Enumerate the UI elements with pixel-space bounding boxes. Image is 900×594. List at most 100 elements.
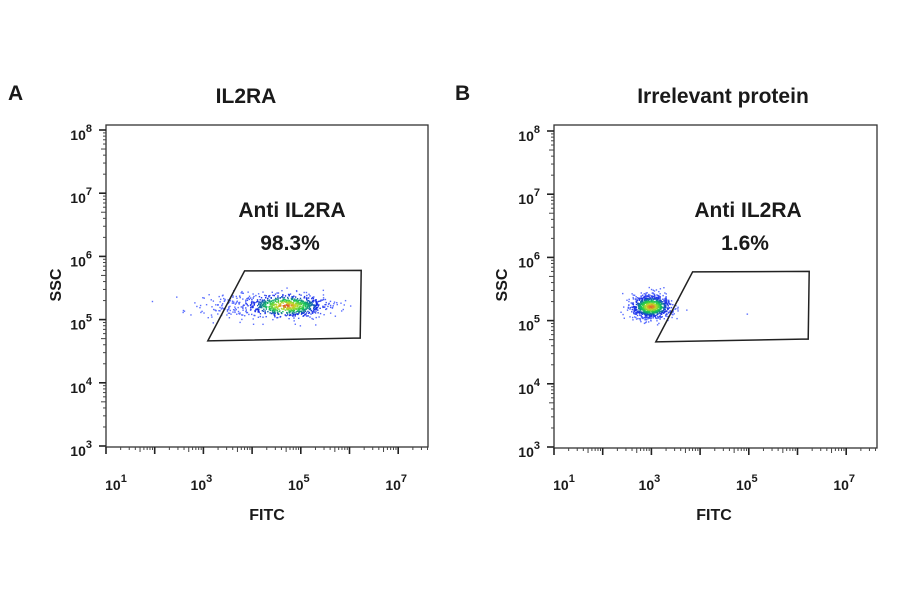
data-point xyxy=(293,307,296,309)
data-point xyxy=(261,306,263,308)
data-point xyxy=(196,305,198,308)
y-tick-label: 105 xyxy=(518,314,540,334)
data-point xyxy=(303,311,305,314)
data-point xyxy=(273,308,276,311)
data-point xyxy=(643,316,646,319)
data-point xyxy=(282,293,284,296)
data-point xyxy=(285,303,288,306)
data-point xyxy=(312,299,315,302)
data-point xyxy=(662,298,664,300)
data-point xyxy=(659,297,661,300)
data-point xyxy=(274,306,277,308)
data-point xyxy=(661,301,664,303)
data-point xyxy=(643,313,646,315)
data-point xyxy=(660,305,663,308)
data-point xyxy=(314,305,317,307)
data-point xyxy=(665,293,667,295)
data-point xyxy=(261,300,263,303)
data-point xyxy=(298,299,300,302)
data-point xyxy=(266,306,268,308)
data-point xyxy=(648,303,650,305)
data-point xyxy=(308,305,311,307)
data-point xyxy=(285,299,287,302)
data-point xyxy=(647,311,650,313)
data-point xyxy=(631,308,633,311)
data-point xyxy=(659,293,661,295)
data-point xyxy=(246,297,248,300)
data-point xyxy=(638,310,641,313)
data-point xyxy=(659,303,661,306)
data-point xyxy=(662,294,664,297)
data-point xyxy=(652,301,654,304)
data-point xyxy=(262,303,265,305)
data-point xyxy=(254,301,256,304)
y-tick-label: 104 xyxy=(70,376,93,396)
data-point xyxy=(645,311,648,314)
data-point xyxy=(257,309,259,311)
data-point xyxy=(219,306,221,309)
data-point xyxy=(646,310,648,312)
data-point xyxy=(659,304,662,307)
data-point xyxy=(655,301,657,303)
data-point xyxy=(291,307,293,309)
data-point xyxy=(746,313,749,315)
data-point xyxy=(212,300,215,302)
data-point xyxy=(658,309,661,312)
data-point xyxy=(290,310,292,313)
data-point xyxy=(292,311,294,313)
data-point xyxy=(636,311,639,313)
data-point xyxy=(645,308,647,311)
data-point xyxy=(643,306,645,308)
data-point xyxy=(293,310,295,313)
data-point xyxy=(274,300,277,303)
data-point xyxy=(655,314,657,317)
data-point xyxy=(314,312,317,314)
data-point xyxy=(261,299,263,301)
data-point xyxy=(258,311,260,313)
data-point xyxy=(293,304,295,307)
data-point xyxy=(675,304,677,307)
data-point xyxy=(270,297,272,299)
data-point xyxy=(219,298,222,301)
data-point xyxy=(635,318,638,320)
panel-b: 101 103 105 107 103 104 105 106 107 108 B Irrelevan… xyxy=(455,82,878,524)
data-point xyxy=(651,307,654,309)
data-point xyxy=(656,298,659,301)
data-point xyxy=(632,294,635,296)
y-tick-label: 106 xyxy=(70,249,92,269)
data-point xyxy=(656,298,658,301)
data-point xyxy=(290,314,292,316)
data-point xyxy=(646,315,648,317)
data-point xyxy=(289,307,291,309)
data-point xyxy=(648,293,650,296)
data-point xyxy=(647,312,650,314)
data-point xyxy=(663,308,665,310)
data-point xyxy=(336,303,338,306)
data-point xyxy=(664,308,666,311)
data-point xyxy=(270,307,272,310)
y-tick-label: 108 xyxy=(70,123,92,143)
data-point xyxy=(670,306,673,309)
data-point xyxy=(287,301,290,303)
data-point xyxy=(248,295,251,297)
data-point xyxy=(665,313,668,315)
data-point xyxy=(292,302,294,304)
data-point xyxy=(305,313,307,316)
data-point xyxy=(288,295,290,297)
data-point xyxy=(632,298,635,300)
data-point xyxy=(635,296,637,298)
data-point xyxy=(281,296,283,298)
data-point xyxy=(639,298,641,300)
data-point xyxy=(289,293,292,295)
data-point xyxy=(634,316,636,318)
data-point xyxy=(299,307,302,310)
data-point xyxy=(307,304,310,306)
data-point xyxy=(638,299,641,301)
data-point xyxy=(310,304,312,307)
data-point xyxy=(291,302,293,305)
data-point xyxy=(315,316,317,319)
data-point xyxy=(652,298,655,301)
data-point xyxy=(257,310,260,312)
data-point xyxy=(296,299,298,301)
data-point xyxy=(633,305,635,308)
